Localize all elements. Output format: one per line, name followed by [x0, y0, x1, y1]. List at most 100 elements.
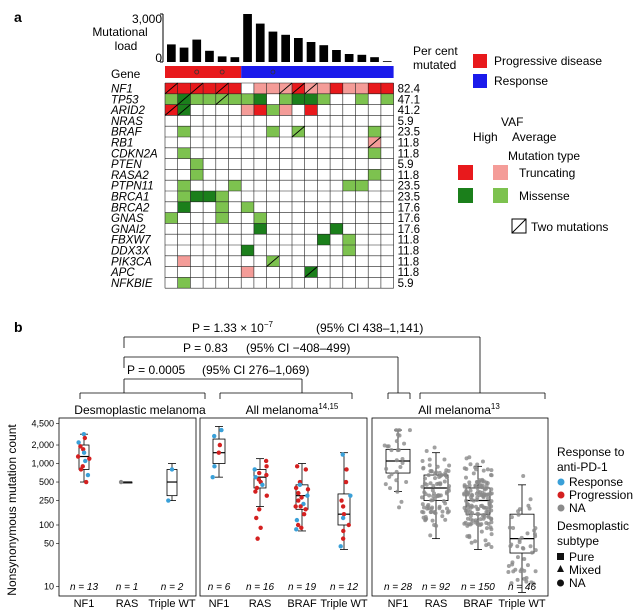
gene-label: BRAF	[111, 127, 143, 139]
data-point	[463, 475, 468, 480]
two-mutations-slash	[511, 218, 527, 234]
data-point	[118, 479, 124, 485]
y-axis-label: Nonsynonymous mutation count	[5, 424, 19, 596]
data-point	[294, 517, 300, 523]
group-label: NF1	[74, 598, 95, 610]
load-bar	[255, 23, 265, 63]
data-point	[252, 467, 257, 472]
data-point	[432, 510, 437, 515]
data-point	[421, 466, 426, 471]
data-point	[473, 520, 478, 525]
data-point	[383, 482, 388, 487]
data-point	[433, 476, 438, 481]
data-point	[254, 515, 259, 521]
data-point	[510, 560, 515, 565]
data-point	[485, 467, 490, 472]
mutation-cell	[228, 180, 242, 191]
mutation-cell	[368, 83, 381, 94]
data-point	[525, 531, 530, 536]
group-label: Triple WT	[148, 598, 196, 610]
data-point	[469, 492, 474, 497]
data-point	[301, 511, 307, 517]
percent-label: 23.5	[398, 127, 420, 139]
comparison-p: P = 0.83	[183, 341, 228, 355]
data-point	[479, 529, 484, 534]
comparison-brackets: P = 1.33 × 10−7 (95% CI 438–1,141) P = 0.8…	[79, 320, 546, 399]
legend-mixed-text: Mixed	[569, 563, 601, 577]
data-point	[434, 523, 439, 528]
legend-response-title-2: anti-PD-1	[557, 460, 608, 474]
response-row	[165, 66, 394, 78]
data-point	[509, 515, 514, 520]
mutation-cell	[241, 266, 254, 278]
group-label: RAS	[249, 598, 272, 610]
data-point	[475, 486, 480, 491]
data-point	[253, 474, 258, 480]
data-point	[339, 498, 344, 503]
data-point	[389, 472, 394, 477]
mutation-cell	[317, 234, 331, 245]
two-mutation-slash	[304, 266, 318, 278]
data-point	[474, 498, 479, 503]
data-point	[489, 468, 494, 473]
data-point	[478, 522, 483, 527]
truncating-label: Truncating	[519, 166, 575, 180]
data-point	[446, 468, 451, 473]
mutation-cell	[368, 126, 381, 137]
data-point	[447, 463, 452, 468]
mutation-cell	[380, 83, 394, 94]
data-point	[420, 502, 425, 507]
data-point	[522, 576, 527, 581]
data-point	[463, 520, 468, 525]
data-point	[400, 456, 405, 461]
data-point	[469, 503, 474, 508]
mutation-cell	[253, 223, 267, 235]
data-point	[394, 439, 399, 444]
gene-label: BRCA2	[111, 202, 150, 214]
legend-pure-text: Pure	[569, 550, 595, 564]
load-bar	[179, 47, 189, 62]
gene-label: APC	[110, 267, 135, 279]
load-bar	[306, 42, 316, 62]
percent-label: 17.6	[398, 213, 420, 225]
mutation-grid	[164, 82, 394, 289]
data-point	[467, 480, 472, 485]
mutation-cell	[215, 212, 229, 224]
mutation-cell	[190, 169, 204, 181]
data-point	[467, 483, 472, 488]
data-point	[438, 493, 443, 498]
data-point	[477, 478, 482, 483]
legend-subtype-title-2: subtype	[557, 534, 599, 548]
mutation-cell	[177, 83, 191, 94]
load-bar	[344, 54, 354, 62]
data-point	[427, 493, 432, 498]
data-point	[429, 506, 434, 511]
two-mutation-slash	[367, 136, 382, 149]
mutation-cell	[355, 83, 369, 94]
group-label: Triple WT	[320, 598, 368, 610]
two-mutation-slash	[177, 93, 191, 105]
load-bar	[294, 38, 303, 62]
data-point	[433, 471, 438, 476]
data-point	[435, 464, 440, 469]
data-point	[432, 491, 437, 496]
load-tick-top: 3,000	[132, 12, 162, 26]
comparison-p: P = 1.33 × 10−7	[192, 320, 274, 335]
mutation-cell	[342, 245, 356, 256]
data-point	[444, 489, 449, 494]
data-point	[293, 504, 298, 509]
data-point	[85, 472, 91, 478]
panel-frame	[58, 417, 197, 597]
vaf-title: VAF	[501, 115, 523, 129]
percent-label: 11.8	[398, 246, 420, 258]
percent-labels: 82.447.141.25.923.511.811.85.911.823.523…	[398, 84, 421, 290]
data-point	[525, 563, 530, 568]
data-point	[489, 487, 494, 492]
data-point	[84, 479, 89, 485]
mutation-cell	[241, 93, 254, 105]
data-point	[439, 473, 444, 478]
data-point	[303, 467, 309, 472]
data-point	[426, 503, 431, 508]
data-point	[216, 450, 222, 455]
mutation-cell	[266, 83, 280, 94]
